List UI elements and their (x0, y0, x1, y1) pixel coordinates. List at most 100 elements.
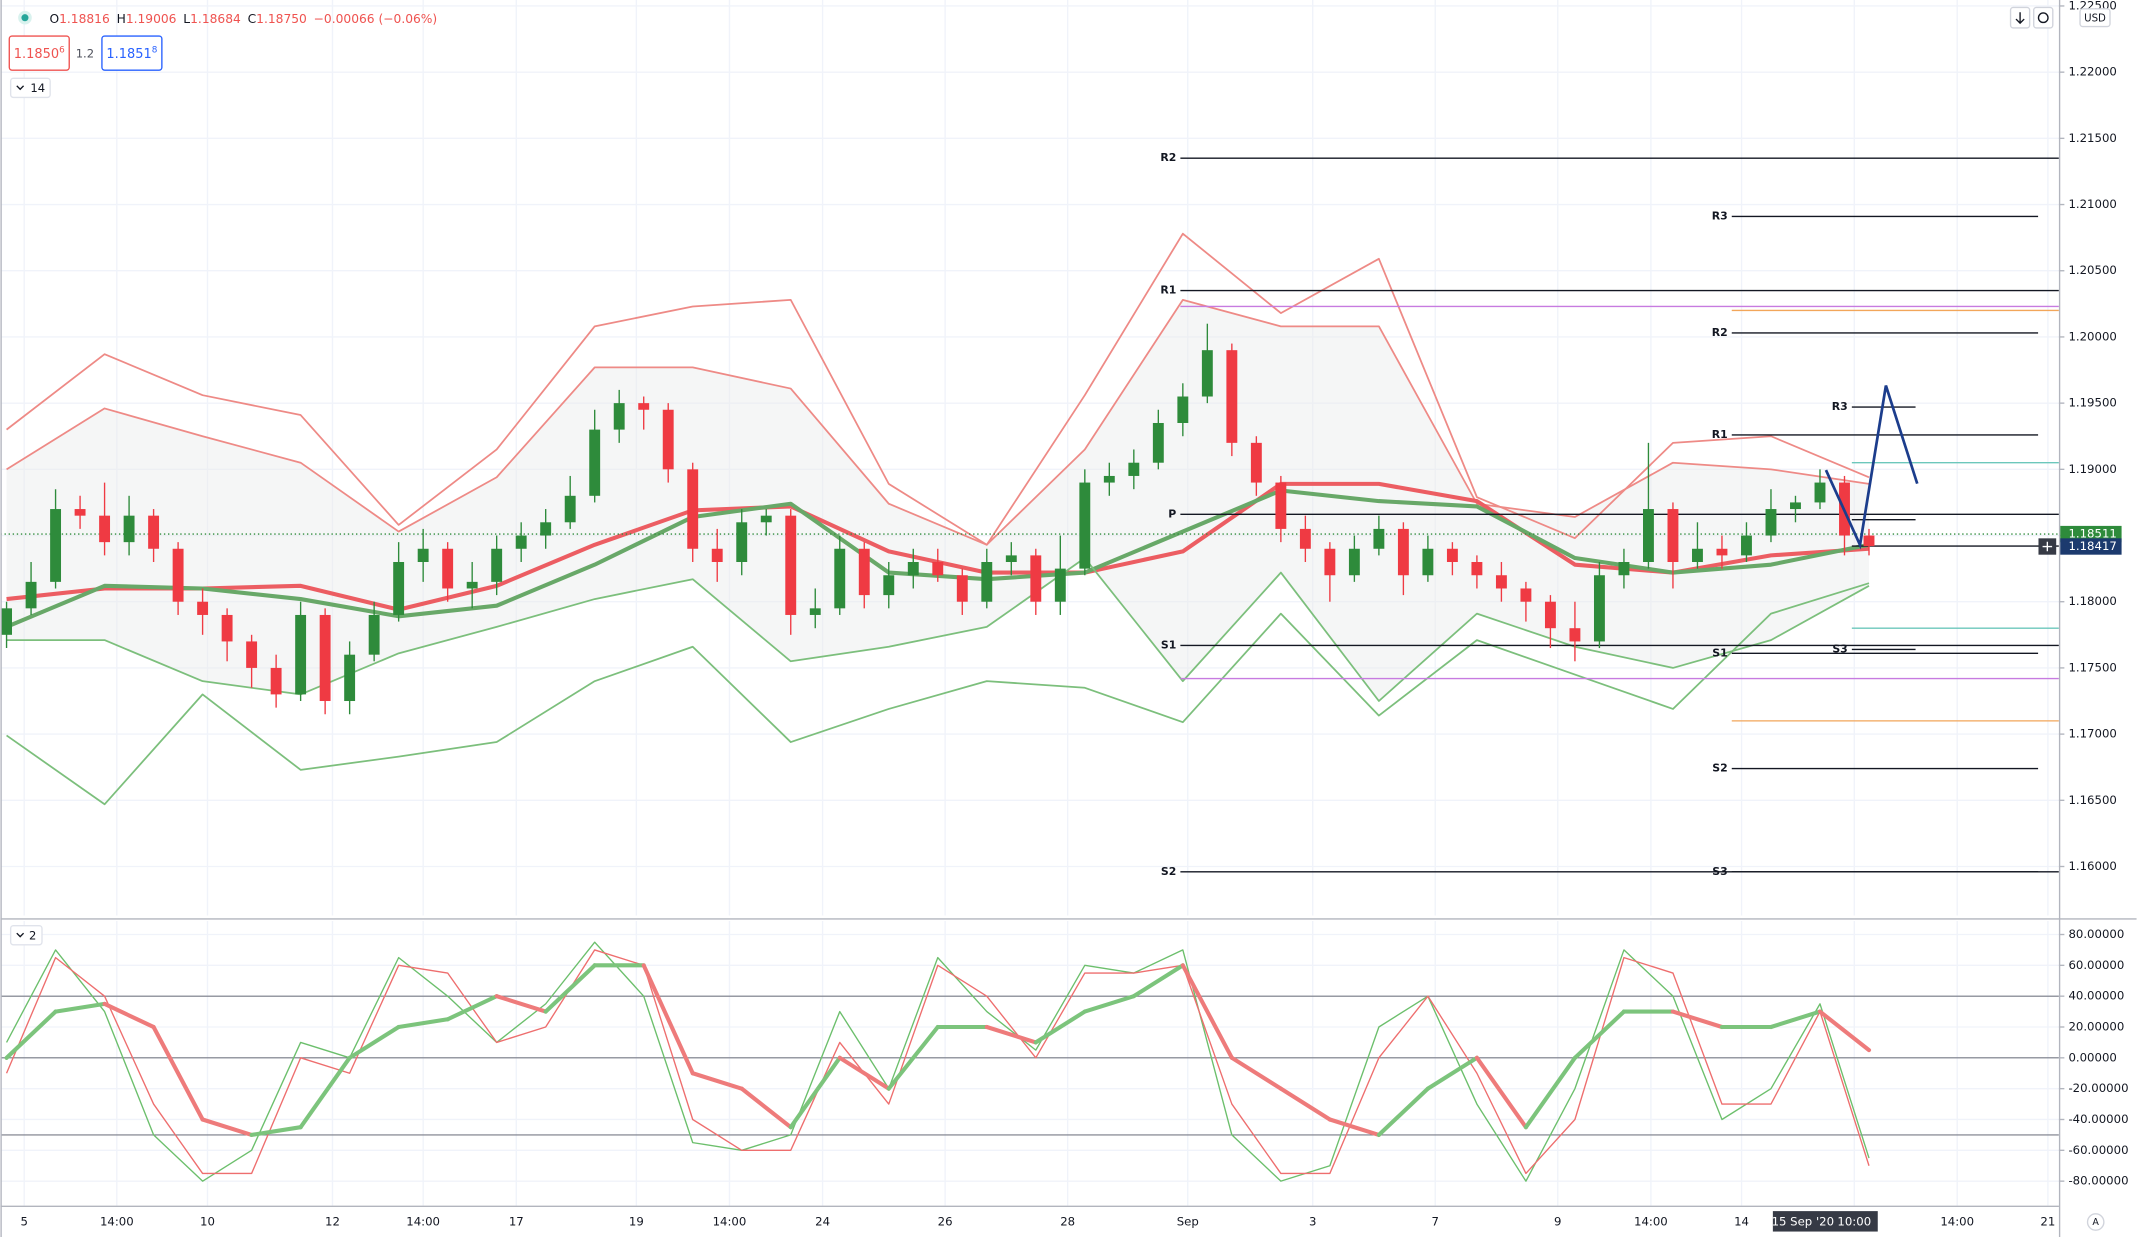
osc-segment (347, 1024, 401, 1060)
osc-line (5, 941, 1870, 1182)
y-tick-label: 1.19500 (2068, 396, 2116, 410)
pivot-label: S1 (1712, 646, 1727, 659)
y-tick-label: 1.21500 (2068, 131, 2116, 145)
candle-body (1422, 548, 1434, 576)
candle-body (1128, 462, 1140, 476)
osc-tick-label: 60.00000 (2068, 958, 2124, 972)
osc-count[interactable]: 2 (29, 928, 36, 942)
pivot-label: R1 (1160, 284, 1176, 297)
candle-body (1103, 475, 1115, 483)
sell-pip[interactable]: 6 (59, 45, 65, 55)
candle-body (1667, 509, 1679, 563)
osc-segment (543, 963, 597, 1014)
currency-box[interactable] (2079, 8, 2111, 28)
osc-segment (739, 1086, 793, 1130)
band-line (6, 232, 1870, 546)
indicator-count[interactable]: 14 (30, 81, 45, 95)
x-tick-label: 14 (1734, 1215, 1749, 1229)
osc-segment (788, 1055, 842, 1130)
candle-body (1079, 482, 1091, 569)
osc-segment (984, 1024, 1038, 1045)
auto-scale-label[interactable]: A (2092, 1217, 2099, 1228)
osc-toggle[interactable] (9, 925, 43, 946)
candle-body (1177, 396, 1189, 423)
last-price-box (2060, 525, 2122, 543)
candle-body (148, 515, 160, 549)
candle-body (711, 548, 723, 563)
x-tick-label: 26 (938, 1215, 953, 1229)
candle-body (1201, 350, 1213, 397)
ohlc-key: C (248, 12, 257, 26)
osc-segment (1082, 994, 1136, 1014)
sell-price[interactable]: 1.18506 (14, 45, 65, 61)
pivot-label: S2 (1161, 865, 1176, 878)
buy-pip[interactable]: 8 (152, 45, 158, 55)
x-tick-label: 24 (815, 1215, 830, 1229)
osc-segment (1768, 1009, 1823, 1030)
candle-body (687, 469, 699, 549)
pivot-label: S3 (1832, 642, 1847, 655)
pivot-label: R1 (1712, 428, 1728, 441)
buy-button[interactable] (101, 35, 163, 71)
osc-segment (1572, 1009, 1626, 1060)
candle-body (834, 548, 846, 609)
candle-body (883, 575, 895, 596)
reset-button[interactable] (2033, 6, 2054, 29)
down-icon (2015, 12, 2025, 25)
candle-body (589, 429, 601, 496)
grid (0, 0, 2059, 1206)
osc-segment (1817, 1009, 1872, 1053)
y-tick-label: 1.20000 (2068, 329, 2116, 343)
candle-body (1593, 575, 1605, 642)
candle-body (613, 403, 625, 430)
spread: 1.2 (76, 46, 94, 60)
pivot-label: S1 (1161, 638, 1176, 651)
candle-body (907, 562, 919, 576)
indicator-toggle[interactable] (9, 77, 51, 99)
candle-body (393, 562, 405, 615)
buy-price[interactable]: 1.18518 (106, 45, 157, 61)
osc-segment (1229, 1055, 1283, 1091)
candle-body (1471, 562, 1483, 576)
currency[interactable]: USD (2084, 13, 2106, 24)
candle-body (956, 575, 968, 602)
oscillator-pane (0, 941, 2059, 1182)
candle-body (221, 614, 233, 642)
pivot-label: R3 (1832, 400, 1848, 413)
x-tick-label: 12 (325, 1215, 340, 1229)
sell-main[interactable]: 1.1850 (14, 46, 59, 61)
x-tick-label: 14:00 (1634, 1215, 1668, 1229)
candle-body (197, 601, 209, 615)
candle-body (1250, 442, 1262, 483)
buy-main[interactable]: 1.1851 (106, 46, 151, 61)
candle-body (1520, 588, 1532, 602)
y-tick-label: 1.22000 (2068, 65, 2116, 79)
sell-button[interactable] (8, 35, 70, 71)
candle-body (1348, 548, 1360, 576)
candle-body (1397, 528, 1409, 576)
candle-body (1446, 548, 1458, 563)
cursor-price-label: 1.18417 (2068, 539, 2116, 553)
osc-segment (1180, 963, 1234, 1060)
candle-body (1618, 562, 1630, 576)
candle-body (1495, 575, 1507, 589)
osc-segment (4, 1009, 58, 1060)
crosshair-date-box (1772, 1211, 1878, 1232)
candle-body (760, 515, 772, 523)
x-tick-label: 5 (20, 1215, 27, 1229)
x-tick-label: 28 (1060, 1215, 1075, 1229)
candle-body (1716, 548, 1728, 556)
candle-body (442, 548, 454, 589)
osc-segment (396, 1017, 450, 1030)
candle-body (932, 562, 944, 576)
candle-body (1152, 422, 1164, 463)
x-tick-label: 14:00 (713, 1215, 747, 1229)
y-tick-label: 1.17000 (2068, 727, 2116, 741)
pivot-label: P (1168, 507, 1176, 520)
candle-body (1054, 568, 1066, 602)
auto-scale-button[interactable] (2086, 1213, 2105, 1231)
candle-body (736, 522, 748, 563)
